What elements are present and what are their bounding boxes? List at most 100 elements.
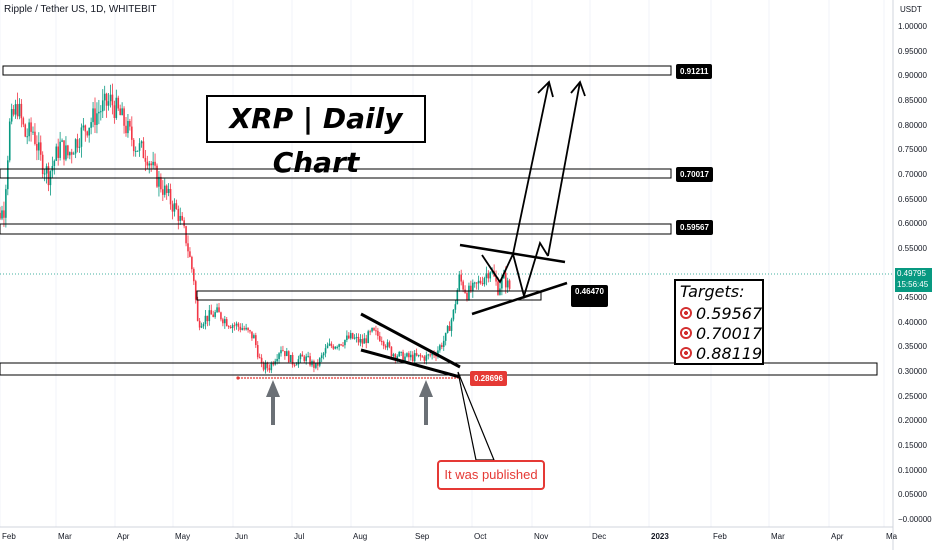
y-tick-label: 0.75000 <box>898 145 927 155</box>
candle-body <box>47 166 50 186</box>
candle-body <box>227 326 230 328</box>
candle-body <box>446 326 449 333</box>
target-icon <box>680 307 692 319</box>
candle-body <box>473 282 476 284</box>
candle-body <box>92 108 94 123</box>
candle-body <box>359 339 362 343</box>
candle-body <box>107 101 110 106</box>
candle-body <box>336 346 338 348</box>
candle-body <box>361 339 364 344</box>
candle-body <box>231 325 234 329</box>
candle-body <box>264 363 267 370</box>
y-tick-label: 0.70000 <box>898 169 927 179</box>
targets-box[interactable]: Targets: 0.59567 0.70017 0.88119 <box>674 279 764 365</box>
candle-body <box>179 215 182 221</box>
candle-body <box>365 338 368 343</box>
level-label-0.59567[interactable]: 0.59567 <box>676 220 713 235</box>
candle-body <box>305 356 307 361</box>
candle-body <box>287 351 290 363</box>
y-tick-label: 1.00000 <box>898 22 927 31</box>
candle-body <box>152 161 154 166</box>
candle-body <box>332 346 335 349</box>
symbol-header[interactable]: Ripple / Tether US, 1D, WHITEBIT <box>4 4 157 15</box>
candle-body <box>69 152 71 156</box>
candle-body <box>247 327 249 331</box>
level-label-0.70017[interactable]: 0.70017 <box>676 167 713 182</box>
y-tick-label: 0.10000 <box>898 465 927 475</box>
x-tick-label: Oct <box>474 532 487 541</box>
candle-body <box>487 273 490 279</box>
candle-body <box>504 272 507 288</box>
candle-body <box>377 330 379 336</box>
candle-body <box>315 363 317 368</box>
candle-body <box>100 111 102 113</box>
candle-body <box>30 122 32 132</box>
candle-body <box>299 354 302 360</box>
candle-body <box>466 292 468 300</box>
candle-body <box>237 323 240 327</box>
target-value: 0.70017 <box>696 323 763 343</box>
wedge-lower-line <box>360 348 461 379</box>
level-label-0.91211[interactable]: 0.91211 <box>676 64 713 79</box>
candle-body <box>425 355 428 361</box>
targets-heading: Targets: <box>680 282 745 301</box>
candle-body <box>165 185 168 193</box>
candle-body <box>20 103 23 119</box>
candle-body <box>214 312 216 317</box>
candle-body <box>210 310 213 315</box>
candle-body <box>131 126 133 140</box>
y-tick-label: 0.15000 <box>898 441 927 451</box>
candle-body <box>222 319 224 324</box>
candle-body <box>373 327 375 331</box>
candle-body <box>220 312 222 320</box>
candle-body <box>342 345 344 347</box>
candle-body <box>408 353 410 358</box>
candle-body <box>171 204 174 212</box>
current-price-badge: 0.49795 15:56:45 <box>895 268 932 292</box>
chart-title-box[interactable]: XRP | Daily Chart <box>206 95 426 179</box>
candle-body <box>169 188 172 205</box>
candle-body <box>472 282 474 292</box>
candle-body <box>150 163 152 166</box>
candle-body <box>497 281 499 295</box>
target-arrow-1 <box>512 81 550 255</box>
candle-body <box>224 319 226 324</box>
target-value: 0.59567 <box>696 303 763 323</box>
candle-body <box>266 363 269 368</box>
target-icon <box>680 327 692 339</box>
candle-body <box>251 331 253 339</box>
candle-body <box>239 326 242 330</box>
candle-body <box>303 356 306 361</box>
candle-body <box>121 108 123 116</box>
candle-body <box>284 350 286 357</box>
candle-body <box>363 338 366 344</box>
y-tick-label: 0.05000 <box>898 490 927 500</box>
candle-body <box>98 111 100 114</box>
candle-body <box>384 345 387 348</box>
candle-body <box>41 154 44 174</box>
level-label-0.46470[interactable]: 0.46470 <box>571 285 608 307</box>
candle-body <box>481 283 484 285</box>
candle-body <box>307 356 309 358</box>
target-row: 0.70017 <box>680 323 762 343</box>
level-label-0.28696[interactable]: 0.28696 <box>470 371 507 386</box>
candle-body <box>421 356 424 358</box>
candle-body <box>392 354 395 357</box>
y-tick-label: 0.85000 <box>898 95 927 105</box>
candle-body <box>175 203 178 210</box>
candle-body <box>411 354 414 362</box>
candle-body <box>297 359 300 365</box>
published-callout[interactable]: It was published <box>437 460 545 490</box>
candle-body <box>334 346 337 349</box>
candle-body <box>313 361 315 368</box>
candle-body <box>158 176 160 187</box>
candle-body <box>419 354 422 357</box>
y-tick-label: 0.65000 <box>898 194 927 204</box>
candle-body <box>138 143 141 151</box>
candle-body <box>245 327 247 330</box>
candle-body <box>320 355 323 359</box>
candle-body <box>371 327 373 332</box>
candle-body <box>86 131 89 136</box>
candle-body <box>5 189 7 218</box>
